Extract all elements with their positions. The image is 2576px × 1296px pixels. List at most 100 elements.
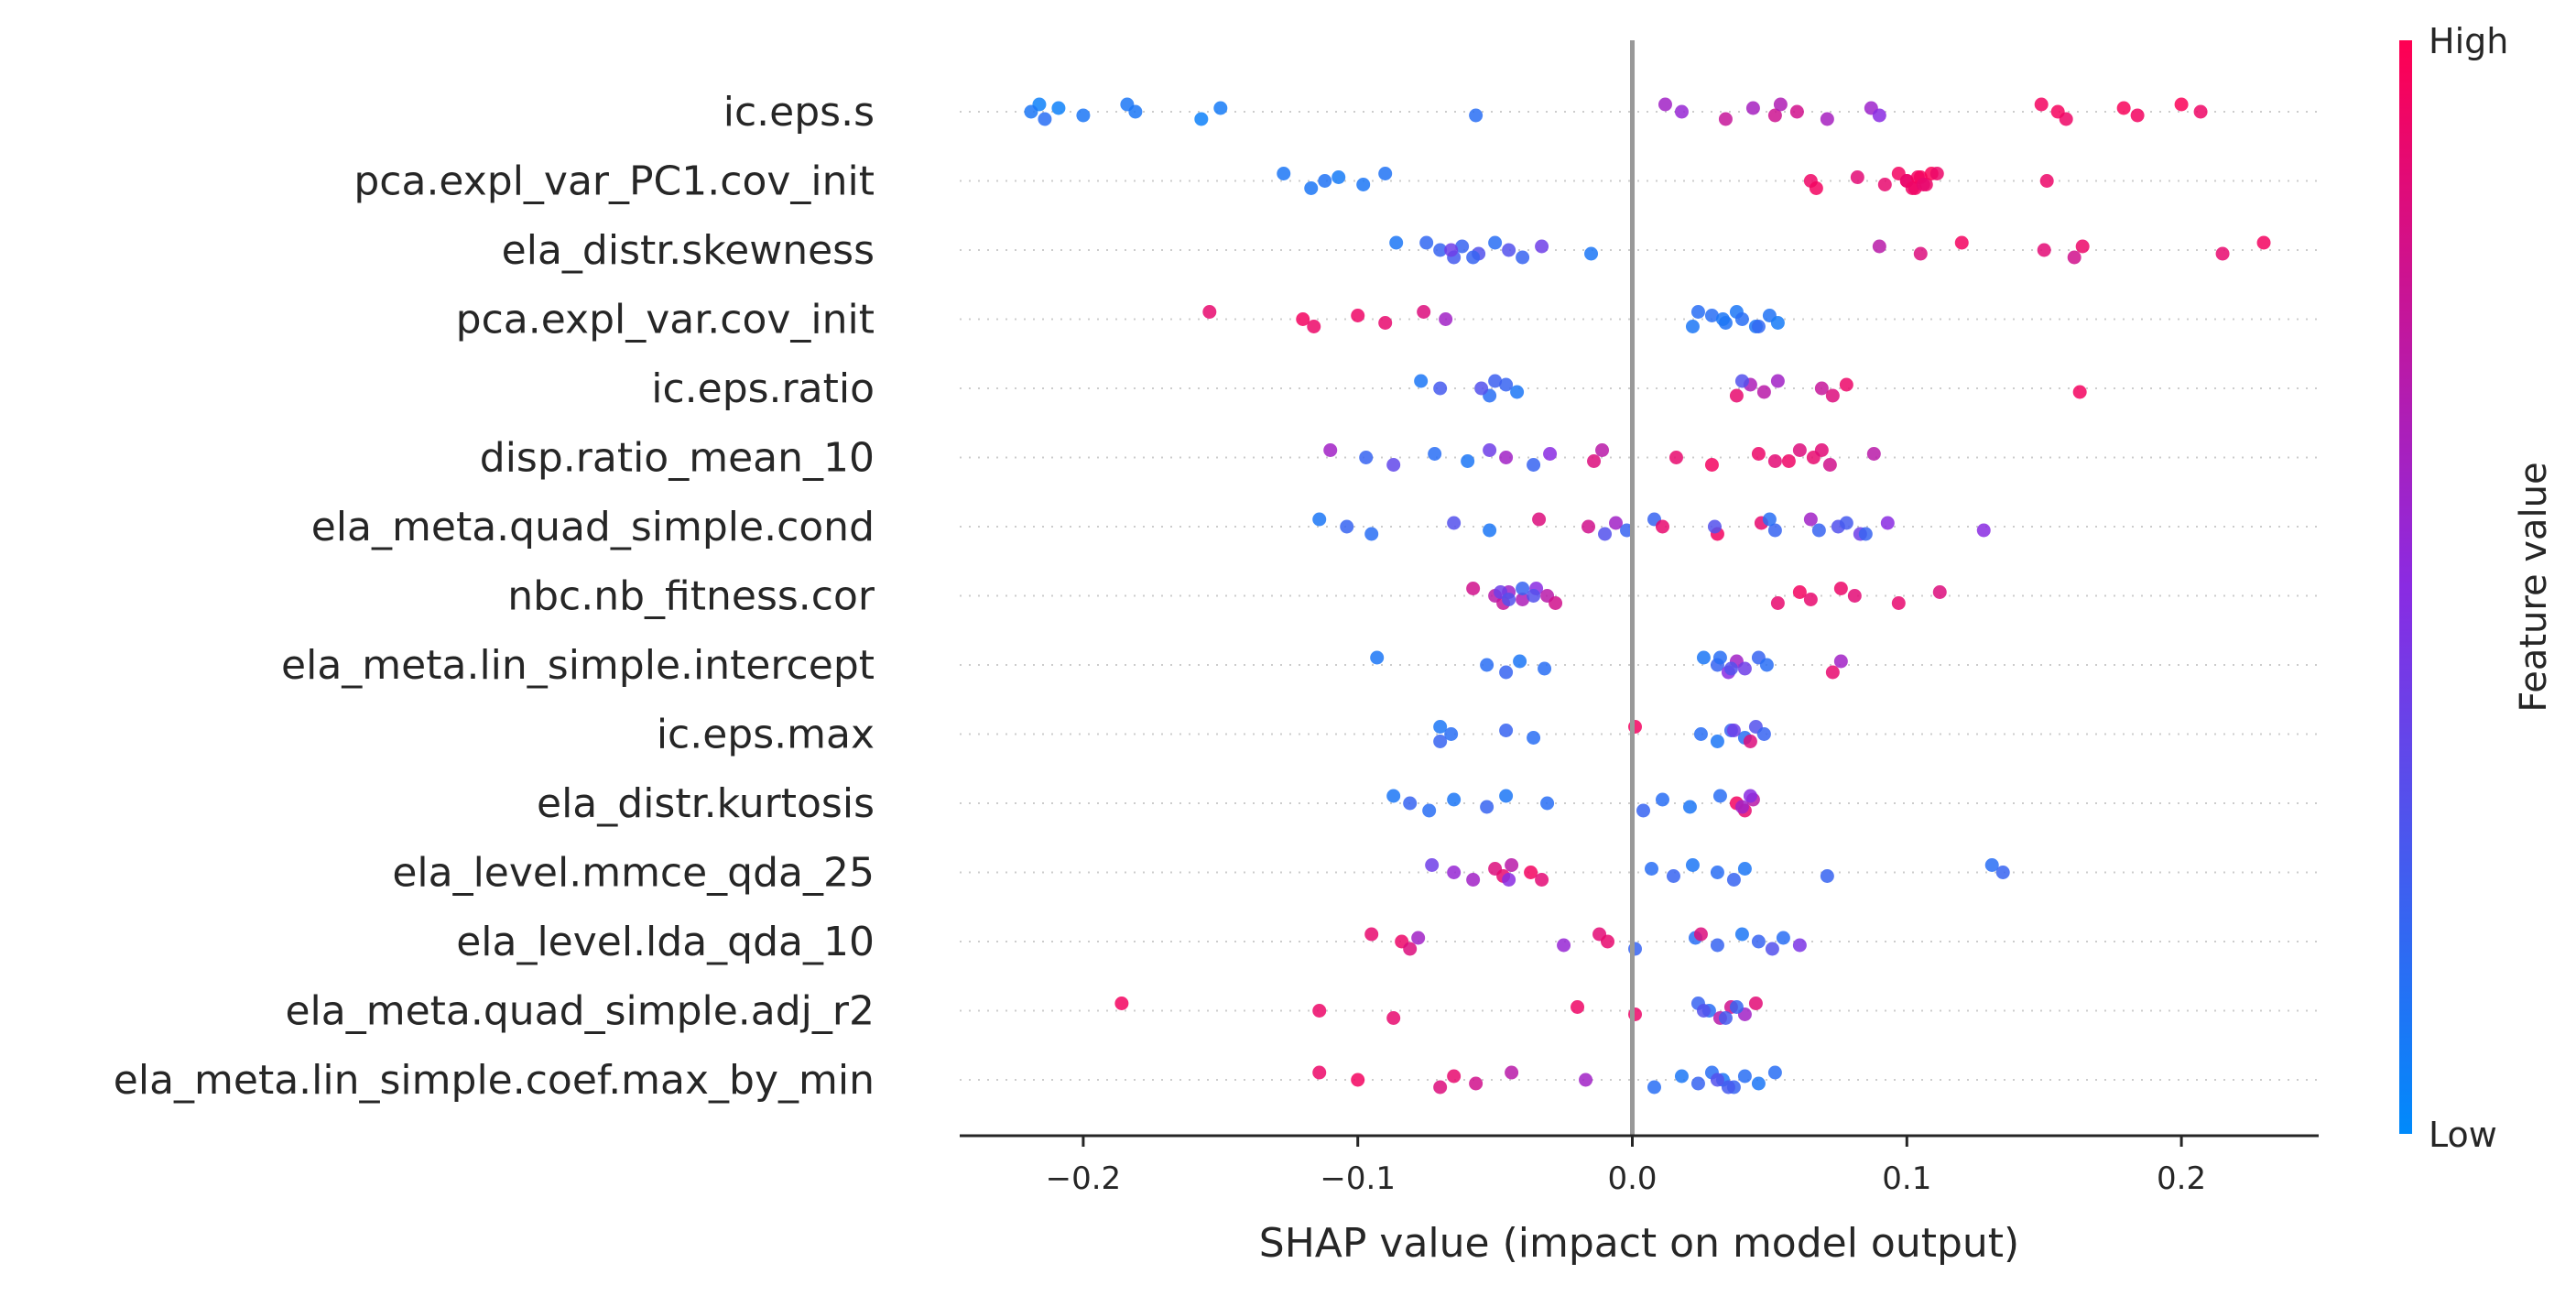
shap-point (1723, 661, 1738, 676)
shap-point (1765, 942, 1779, 956)
shap-point (1428, 447, 1442, 461)
shap-point (1535, 873, 1549, 887)
shap-point (1527, 589, 1541, 603)
shap-point (1891, 596, 1906, 610)
shap-point (1483, 443, 1497, 457)
shap-point (1712, 650, 1727, 665)
shap-point (1307, 320, 1321, 333)
shap-point (1773, 97, 1788, 112)
shap-point (1690, 305, 1705, 319)
shap-point (1776, 931, 1790, 945)
shap-point (1696, 650, 1711, 665)
shap-point (1340, 519, 1354, 534)
shap-point (1734, 374, 1749, 388)
shap-point (1877, 178, 1892, 191)
x-tick-label: 0.0 (1607, 1160, 1657, 1197)
shap-point (1847, 589, 1862, 603)
shap-point (1803, 593, 1818, 606)
shap-point (1825, 388, 1840, 403)
shap-point (1312, 1004, 1327, 1018)
shap-point (1710, 1073, 1724, 1087)
shap-point (1505, 858, 1519, 872)
x-axis-title: SHAP value (impact on model output) (1259, 1220, 2019, 1267)
shap-point (1455, 239, 1470, 254)
shap-point (1499, 377, 1514, 392)
shap-point (1905, 181, 1919, 195)
shap-point (1781, 454, 1796, 468)
shap-point (1704, 458, 1719, 472)
shap-point (1277, 167, 1291, 180)
shap-point (1984, 858, 1999, 872)
shap-point (1792, 443, 1807, 457)
x-ticks: −0.2 −0.1 0.0 0.1 0.2 (1046, 1136, 2206, 1197)
shap-point (1532, 512, 1547, 527)
shap-point (1323, 443, 1338, 457)
shap-point (1524, 866, 1538, 879)
shap-point (1447, 792, 1462, 807)
shap-point (1814, 381, 1829, 396)
shap-point (1666, 869, 1680, 883)
shap-point (1929, 167, 1944, 180)
shap-point (1595, 443, 1610, 457)
shap-point (1417, 305, 1431, 319)
shap-point (1954, 235, 1969, 250)
shap-point (1510, 385, 1525, 399)
shap-point (1756, 727, 1771, 741)
shap-point (1386, 458, 1401, 472)
shap-point (1024, 104, 1038, 119)
shap-point (1581, 519, 1596, 534)
shap-point (1767, 1065, 1782, 1080)
shap-point (1767, 454, 1782, 468)
shap-point (1461, 454, 1475, 468)
shap-point (2193, 104, 2208, 119)
x-tick-label: 0.2 (2157, 1160, 2206, 1197)
shap-point (1704, 309, 1719, 322)
shap-point (1762, 512, 1777, 527)
shap-point (1359, 451, 1374, 464)
colorbar-title: Feature value (2513, 462, 2555, 712)
shap-point (1737, 661, 1752, 676)
shap-point (1820, 112, 1834, 126)
shap-point (1444, 243, 1459, 257)
shap-point (2037, 243, 2051, 257)
shap-point (1792, 938, 1807, 953)
shap-point (1571, 1000, 1585, 1014)
shap-point (1488, 374, 1503, 388)
shap-point (1609, 516, 1624, 530)
shap-point (1726, 724, 1741, 737)
shap-point (1403, 796, 1418, 811)
shap-point (1378, 167, 1393, 180)
shap-point (1866, 447, 1881, 461)
shap-point (1690, 1076, 1705, 1091)
shap-point (1389, 235, 1404, 250)
shap-point (1693, 927, 1708, 942)
shap-point (1751, 934, 1766, 949)
shap-point (1913, 246, 1928, 261)
shap-point (1466, 873, 1481, 887)
shap-point (2072, 385, 2087, 399)
shap-point (1685, 858, 1700, 872)
shap-point (1601, 934, 1615, 949)
shap-point (1051, 101, 1066, 115)
shap-point (1718, 112, 1733, 126)
shap-point (1304, 181, 1319, 195)
shap-point (2116, 101, 2131, 115)
shap-point (1916, 178, 1930, 191)
x-tick-label: −0.2 (1046, 1160, 1122, 1197)
shap-point (1516, 250, 1530, 265)
colorbar-high-label: High (2429, 21, 2508, 61)
shap-point (1202, 305, 1217, 319)
shap-point (1693, 727, 1708, 741)
shap-point (1557, 938, 1571, 953)
shap-point (1710, 735, 1724, 748)
shap-point (1655, 792, 1669, 807)
feature-label: ela_level.mmce_qda_25 (392, 850, 875, 897)
feature-label: nbc.nb_fitness.cor (507, 573, 875, 620)
shap-point (1674, 104, 1689, 119)
shap-point (1745, 101, 1760, 115)
shap-point (1598, 527, 1613, 541)
shap-point (1433, 735, 1448, 748)
feature-label: ela_meta.lin_simple.coef.max_by_min (114, 1057, 875, 1104)
shap-point (1527, 458, 1541, 472)
